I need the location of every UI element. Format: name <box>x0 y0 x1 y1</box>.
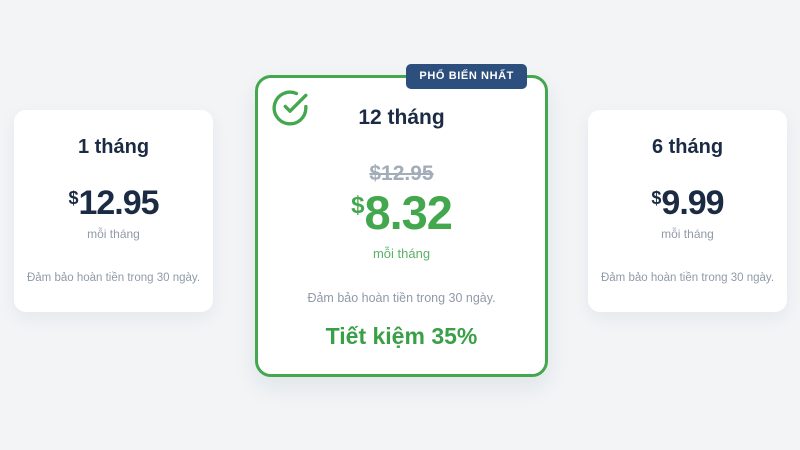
plan-price: $8.32 <box>258 189 545 236</box>
billing-period-label: mỗi tháng <box>372 246 431 261</box>
plan-card-6-month[interactable]: 6 tháng $9.99 mỗi tháng Đảm bảo hoàn tiề… <box>588 110 787 312</box>
currency-symbol: $ <box>651 188 662 208</box>
plan-card-12-month[interactable]: PHỔ BIẾN NHẤT 12 tháng $12.95 $8.32 mỗi … <box>255 64 548 377</box>
currency-symbol: $ <box>68 188 79 208</box>
money-back-guarantee: Đảm bảo hoàn tiền trong 30 ngày. <box>307 291 496 305</box>
savings-label: Tiết kiệm 35% <box>325 323 478 349</box>
money-back-guarantee: Đảm bảo hoàn tiền trong 30 ngày. <box>600 272 775 284</box>
currency-symbol: $ <box>351 192 365 219</box>
plan-card-1-month[interactable]: 1 tháng $12.95 mỗi tháng Đảm bảo hoàn ti… <box>14 110 213 312</box>
price-amount: 12.95 <box>78 184 159 222</box>
plan-title: 1 tháng <box>77 136 150 158</box>
billing-period-label: mỗi tháng <box>87 227 140 241</box>
old-price: $12.95 <box>369 162 434 185</box>
price-amount: 8.32 <box>364 186 452 239</box>
money-back-guarantee: Đảm bảo hoàn tiền trong 30 ngày. <box>26 272 201 284</box>
plan-title: 6 tháng <box>651 136 724 158</box>
check-circle-icon <box>271 89 309 127</box>
plan-price: $9.99 <box>588 186 787 220</box>
billing-period-label: mỗi tháng <box>661 227 714 241</box>
price-amount: 9.99 <box>661 184 724 222</box>
plan-price: $12.95 <box>14 186 213 220</box>
most-popular-badge: PHỔ BIẾN NHẤT <box>406 64 527 89</box>
plan-title: 12 tháng <box>358 106 445 129</box>
